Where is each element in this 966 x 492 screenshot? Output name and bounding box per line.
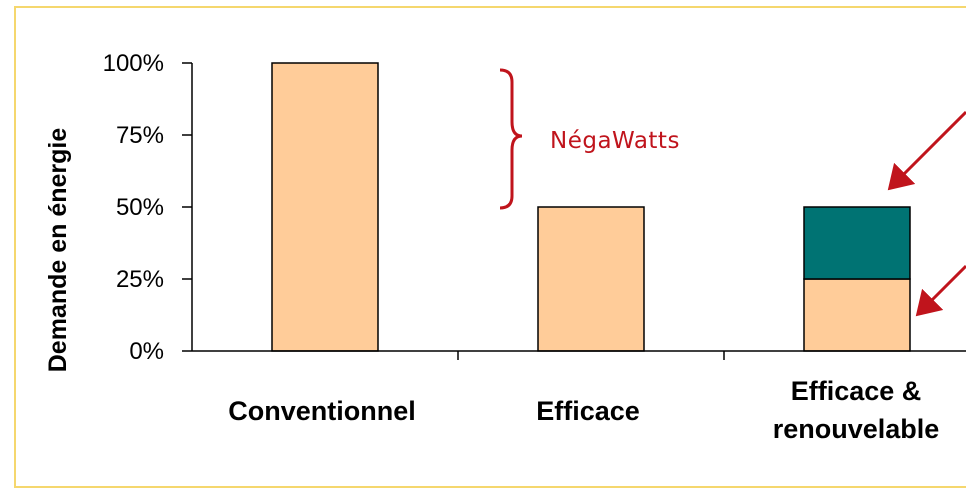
bar-2-3 (803, 206, 911, 280)
category-label: Conventionnel (228, 396, 416, 426)
arrow-efficient (915, 264, 966, 317)
chart-frame (14, 6, 966, 488)
negawatts-brace (499, 68, 523, 210)
y-tick-label: 50% (116, 194, 164, 221)
category-labels: Conventionnel Efficace Efficace & renouvela… (228, 376, 939, 444)
y-tick-label: 100% (103, 50, 164, 77)
bar-1-3 (803, 278, 911, 352)
bars (271, 62, 911, 352)
x-axis (192, 350, 966, 360)
y-tick-label: 0% (129, 338, 164, 365)
bar-1-2 (537, 206, 645, 352)
category-label: renouvelable (773, 414, 940, 444)
arrow-renewable (887, 110, 966, 191)
category-label: Efficace & (791, 376, 922, 406)
category-label: Efficace (536, 396, 640, 426)
bar-1-1 (271, 62, 379, 352)
y-tick-label: 25% (116, 266, 164, 293)
y-axis-ticks: 0% 25% 50% 75% 100% (103, 50, 193, 365)
y-axis-title: Demande en énergie (44, 128, 72, 373)
y-tick-label: 75% (116, 122, 164, 149)
negawatts-label: NégaWatts (550, 128, 680, 154)
